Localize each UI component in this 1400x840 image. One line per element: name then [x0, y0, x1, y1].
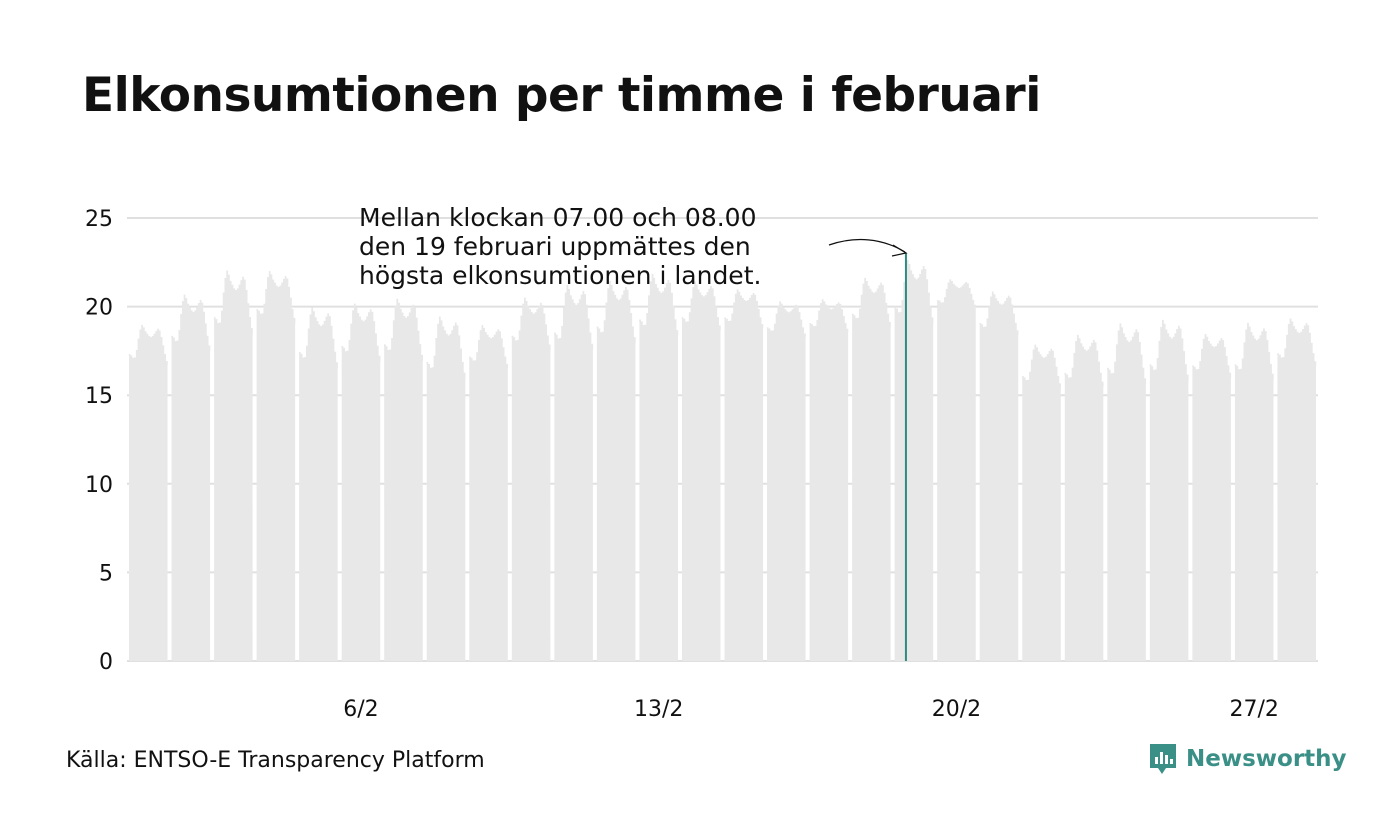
day-bar-group: [639, 273, 679, 661]
brand-name: Newsworthy: [1186, 746, 1347, 772]
y-tick-label: 20: [85, 296, 113, 321]
day-bar-group: [1064, 334, 1104, 661]
annotation-arrow-head: [891, 244, 908, 257]
day-bar-group: [851, 277, 891, 661]
y-axis-ticks: 0 5 10 15 20 25: [85, 207, 113, 675]
source-note: Källa: ENTSO-E Transparency Platform: [66, 748, 485, 773]
day-bar-group: [298, 307, 338, 661]
day-bar-group: [1107, 323, 1147, 661]
day-bar-group: [1234, 322, 1274, 661]
y-tick-label: 5: [99, 561, 113, 586]
day-bar-group: [341, 303, 381, 661]
day-bar-group: [1149, 319, 1189, 661]
day-bar-group: [766, 301, 806, 661]
day-bar-group: [936, 279, 976, 661]
annotation-line-3: högsta elkonsumtionen i landet.: [359, 261, 761, 290]
day-bar-group: [426, 316, 466, 661]
day-bar-group: [511, 297, 551, 661]
page-title: Elkonsumtionen per timme i februari: [82, 68, 1041, 123]
day-bar-group: [171, 294, 211, 661]
annotation-line-2: den 19 februari uppmättes den: [359, 232, 751, 261]
day-bar-group: [596, 281, 636, 661]
day-bar-group: [724, 289, 764, 661]
day-bar-group: [469, 325, 509, 661]
x-tick-label: 20/2: [932, 697, 981, 722]
day-bar-group: [1277, 318, 1317, 661]
day-bar-group: [554, 284, 594, 661]
newsworthy-logo-icon: [1150, 744, 1176, 774]
y-tick-label: 0: [99, 650, 113, 675]
annotation: Mellan klockan 07.00 och 08.00 den 19 fe…: [359, 203, 908, 290]
day-bar-group: [1022, 344, 1062, 661]
hourly-bars: [128, 253, 1317, 661]
day-bar-group: [213, 270, 253, 661]
day-bar-group: [979, 291, 1019, 661]
x-axis-ticks: 6/2 13/2 20/2 27/2: [343, 697, 1279, 722]
x-tick-label: 27/2: [1229, 697, 1278, 722]
y-tick-label: 10: [85, 473, 113, 498]
day-bar-group: [256, 271, 296, 661]
day-bar-group: [383, 298, 423, 661]
brand: Newsworthy: [1148, 742, 1347, 776]
day-bar-group: [894, 253, 934, 661]
annotation-line-1: Mellan klockan 07.00 och 08.00: [359, 203, 757, 232]
x-tick-label: 6/2: [343, 697, 378, 722]
y-tick-label: 15: [85, 384, 113, 409]
y-tick-label: 25: [85, 207, 113, 232]
day-bar-group: [128, 324, 168, 661]
day-bar-group: [1192, 333, 1232, 661]
x-tick-label: 13/2: [634, 697, 683, 722]
day-bar-group: [681, 281, 721, 661]
day-bar-group: [809, 299, 849, 661]
